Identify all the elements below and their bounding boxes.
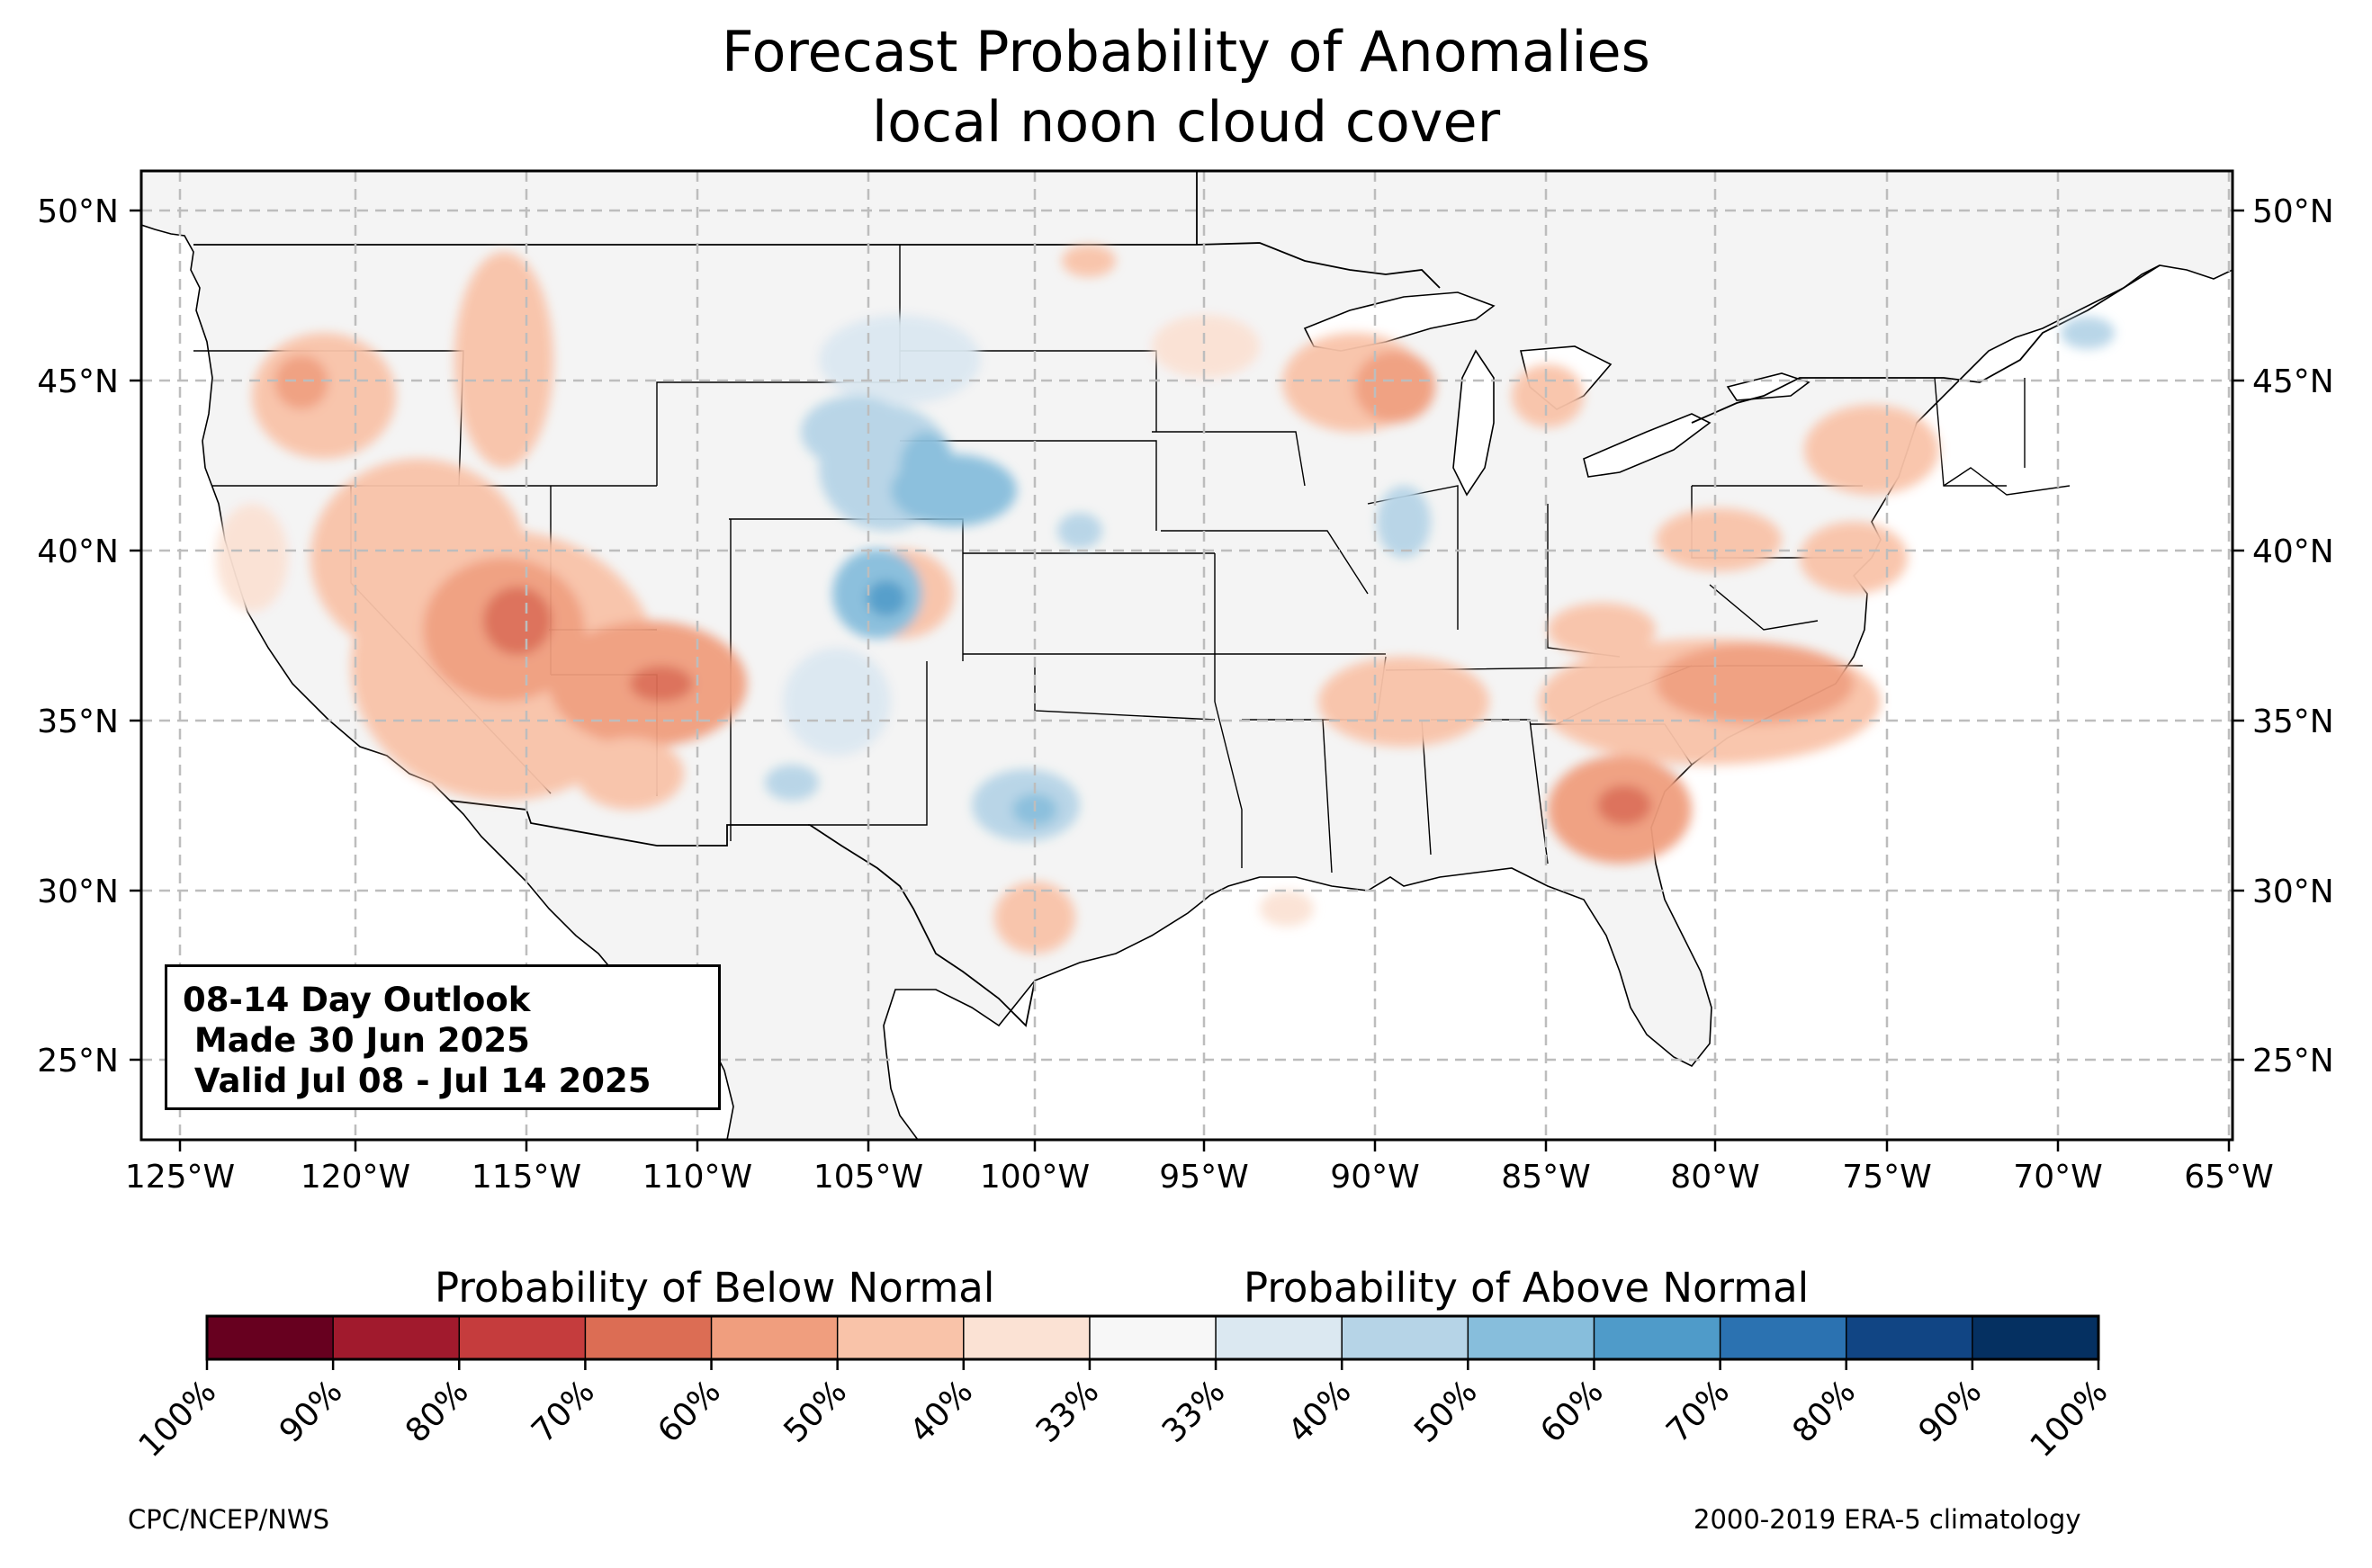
lon-label: 70°W (2013, 1159, 2102, 1196)
gridlines (141, 171, 2233, 1140)
colorbar-swatch (585, 1316, 713, 1359)
above-normal-label: Probability of Above Normal (1244, 1264, 1810, 1312)
colorbar (207, 1316, 2099, 1359)
lon-label: 80°W (1670, 1159, 1759, 1196)
lat-label-left: 40°N (37, 533, 119, 570)
outlook-made-date: Made 30 Jun 2025 (183, 1021, 530, 1060)
lon-label: 95°W (1159, 1159, 1248, 1196)
lat-label-left: 50°N (37, 193, 119, 230)
colorbar-swatch (1089, 1316, 1217, 1359)
lon-label: 85°W (1501, 1159, 1590, 1196)
colorbar-swatch (837, 1316, 965, 1359)
lat-label-left: 35°N (37, 703, 119, 740)
colorbar-swatch (1216, 1316, 1343, 1359)
colorbar-tick-label: 40% (1281, 1373, 1359, 1450)
colorbar-ticks: 100% 90% 80% 70% 60% 50% 40% 33% 33% 40% 50% 60% 70%… (132, 1359, 2116, 1465)
outlook-info-box: 08-14 Day Outlook Made 30 Jun 2025 Valid… (165, 964, 721, 1110)
us-mexico-border (449, 800, 1036, 1027)
colorbar-frame (205, 1314, 2100, 1361)
lat-label-right: 50°N (2252, 193, 2334, 230)
colorbar-swatch (459, 1316, 586, 1359)
colorbar-swatch (1972, 1316, 2099, 1359)
colorbar-swatch (333, 1316, 460, 1359)
outlook-valid-range: Valid Jul 08 - Jul 14 2025 (183, 1062, 651, 1100)
colorbar-tick-label: 50% (1407, 1373, 1485, 1450)
lon-label: 115°W (472, 1159, 581, 1196)
colorbar-tick-label: 90% (273, 1373, 350, 1450)
axis-ticks (130, 209, 2244, 1151)
colorbar-swatch (207, 1316, 334, 1359)
lat-label-left: 25°N (37, 1043, 119, 1080)
colorbar-tick-label: 100% (2024, 1373, 2116, 1465)
colorbar-tick-label: 100% (132, 1373, 224, 1465)
lon-label: 90°W (1330, 1159, 1419, 1196)
lat-label-left: 30°N (37, 874, 119, 910)
lat-label-right: 25°N (2252, 1043, 2334, 1080)
colorbar-tick-label: 60% (651, 1373, 728, 1450)
colorbar-tick-label: 40% (903, 1373, 981, 1450)
colorbar-swatch (1468, 1316, 1595, 1359)
colorbar-swatch (1720, 1316, 1847, 1359)
below-normal-label: Probability of Below Normal (435, 1264, 995, 1312)
colorbar-tick-label: 70% (1659, 1373, 1737, 1450)
colorbar-tick-label: 33% (1155, 1373, 1233, 1450)
lat-label-left: 45°N (37, 363, 119, 400)
lon-label: 110°W (642, 1159, 752, 1196)
colorbar-swatch (1342, 1316, 1469, 1359)
colorbar-tick-label: 80% (1786, 1373, 1864, 1450)
lon-label: 120°W (301, 1159, 410, 1196)
colorbar-swatch (963, 1316, 1091, 1359)
colorbar-tick-label: 80% (399, 1373, 476, 1450)
colorbar-tick-label: 33% (1029, 1373, 1107, 1450)
lon-label: 100°W (980, 1159, 1090, 1196)
anomaly-shading (216, 245, 2115, 954)
lon-label: 65°W (2184, 1159, 2273, 1196)
lat-label-right: 40°N (2252, 533, 2334, 570)
source-credit: CPC/NCEP/NWS (128, 1504, 330, 1535)
colorbar-tick-label: 60% (1533, 1373, 1611, 1450)
climatology-note: 2000-2019 ERA-5 climatology (1694, 1504, 2081, 1535)
map-frame (139, 169, 2234, 1142)
outlook-period: 08-14 Day Outlook (183, 981, 531, 1019)
colorbar-swatch (1594, 1316, 1721, 1359)
lon-label: 75°W (1842, 1159, 1931, 1196)
map-title: Forecast Probability of Anomalies (722, 19, 1650, 85)
colorbar-swatch (1846, 1316, 1973, 1359)
lon-label: 125°W (125, 1159, 235, 1196)
lat-label-right: 45°N (2252, 363, 2334, 400)
map-subtitle: local noon cloud cover (871, 89, 1501, 155)
colorbar-tick-label: 90% (1912, 1373, 1990, 1450)
lat-label-right: 30°N (2252, 874, 2334, 910)
colorbar-tick-label: 50% (777, 1373, 854, 1450)
lon-label: 105°W (813, 1159, 923, 1196)
lat-label-right: 35°N (2252, 703, 2334, 740)
colorbar-swatch (711, 1316, 839, 1359)
colorbar-tick-label: 70% (525, 1373, 602, 1450)
